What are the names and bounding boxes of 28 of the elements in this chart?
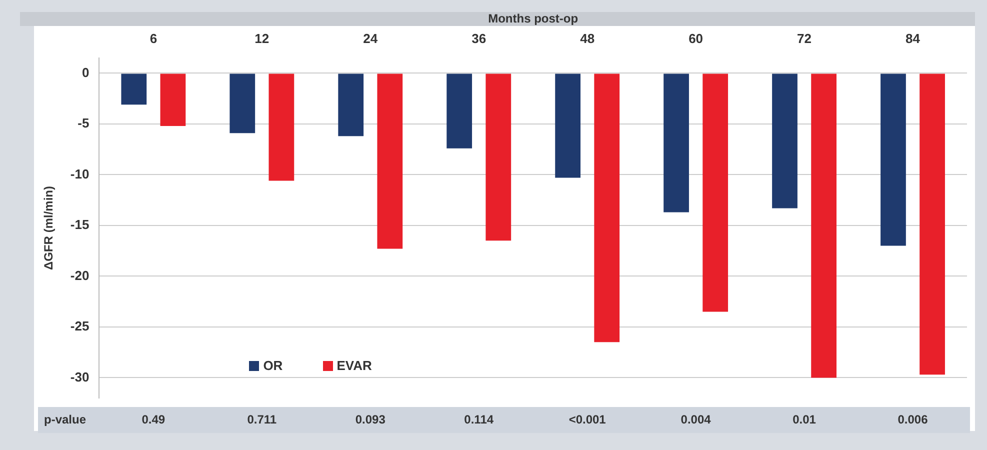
text: 0.004 [680, 412, 712, 426]
x-tick-label: 36 [472, 30, 486, 46]
x-tick-label: 24 [363, 30, 378, 46]
y-tick-label: -10 [70, 166, 90, 182]
y-tick-label: 0 [82, 64, 90, 80]
x-tick-label: 72 [797, 30, 812, 46]
y-tick-label: -25 [70, 318, 90, 334]
x-tick-label: 60 [688, 30, 704, 46]
text: 0.114 [464, 412, 494, 426]
text: 0.006 [898, 412, 928, 426]
x-tick-label: 48 [580, 30, 595, 46]
x-tick-label: 12 [254, 30, 270, 46]
text: 0.093 [355, 412, 386, 426]
y-tick-label: -15 [70, 217, 90, 232]
text: 0.01 [792, 412, 816, 426]
text: 0.49 [142, 412, 166, 426]
y-axis-title: ΔGFR (ml/min) [42, 186, 56, 270]
y-tick-label: -30 [70, 369, 90, 384]
legend-label: EVAR [336, 358, 372, 373]
y-tick-label: -20 [70, 268, 90, 283]
text: 0.711 [247, 412, 277, 426]
x-tick-label: 84 [906, 30, 921, 46]
y-tick-label: -5 [78, 116, 90, 131]
text: p-value [44, 412, 86, 426]
x-axis-title: Months post-op [488, 12, 578, 26]
text: <0.001 [568, 412, 606, 426]
x-tick-label: 6 [150, 30, 158, 46]
legend-label: OR [262, 358, 283, 373]
